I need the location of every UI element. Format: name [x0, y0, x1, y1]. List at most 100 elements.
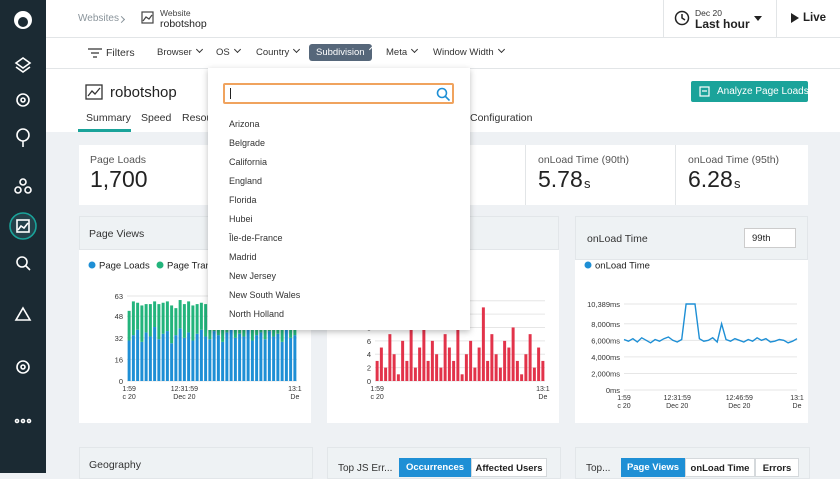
option[interactable]: California [229, 157, 268, 167]
y-tick-label: 4 [367, 350, 371, 359]
legend-label: Page Transitions [167, 261, 238, 272]
bar [174, 335, 178, 381]
bar [233, 337, 237, 381]
y-tick-label: 16 [115, 355, 123, 364]
option[interactable]: North Holland [229, 309, 285, 319]
x-tick-time: 13:1 [790, 395, 804, 402]
tab[interactable]: Speed [141, 112, 172, 124]
y-tick-label: 0 [367, 377, 371, 386]
bar [165, 301, 169, 332]
bar [229, 327, 233, 381]
tab-button[interactable]: Occurrences [399, 458, 471, 477]
bar [375, 360, 379, 381]
panel-title: onLoad Time [587, 233, 648, 245]
bar [136, 302, 140, 330]
x-tick-date: De [290, 394, 299, 401]
stat-value: 5.78 [538, 166, 583, 192]
stat-unit: s [734, 176, 741, 191]
play-icon [791, 13, 799, 23]
tab-button[interactable]: Page Views [621, 458, 685, 477]
bar [195, 333, 199, 381]
errors-title: Top JS Err... [338, 463, 393, 474]
bar [396, 374, 400, 381]
bar [153, 301, 157, 328]
top-title: Top... [586, 463, 611, 474]
bar [528, 334, 532, 381]
bar [153, 327, 157, 381]
x-tick-date: c 20 [617, 403, 630, 410]
bar [422, 300, 426, 381]
search-box[interactable] [223, 83, 454, 104]
y-tick-label: 48 [115, 312, 123, 321]
y-tick-label: 6,000ms [591, 336, 620, 345]
tab-button[interactable]: Errors [755, 458, 799, 477]
y-tick-label: 10,389ms [587, 300, 620, 309]
legend-marker [88, 261, 96, 269]
option[interactable]: New Jersey [229, 271, 277, 281]
y-tick-label: 2 [367, 364, 371, 373]
bar [537, 347, 541, 381]
bar [507, 347, 511, 381]
bar [498, 367, 502, 381]
bar [469, 340, 473, 381]
site-icon [141, 11, 154, 24]
option[interactable]: Belgrade [229, 138, 266, 148]
option[interactable]: Hubei [229, 214, 253, 224]
bar [532, 367, 536, 381]
analyze-label: Analyze Page Loads [717, 86, 809, 97]
bar [409, 327, 413, 381]
bar [276, 333, 280, 381]
tab[interactable]: Summary [86, 112, 131, 124]
option[interactable]: Arizona [229, 119, 260, 129]
bar [174, 308, 178, 336]
bar [272, 336, 276, 381]
bar [405, 360, 409, 381]
bar [238, 333, 242, 381]
bar [178, 328, 182, 381]
bar [511, 327, 515, 381]
bar [161, 333, 165, 381]
option[interactable]: England [229, 176, 263, 186]
filter-item[interactable]: Country [256, 45, 301, 58]
site-name: robotshop [160, 18, 207, 30]
live[interactable]: Live [803, 12, 827, 24]
filter-item[interactable]: Meta [386, 45, 419, 58]
bar [255, 335, 259, 381]
date: Dec 20 [695, 8, 722, 18]
bar [447, 347, 451, 381]
y-tick-label: 2,000ms [591, 369, 620, 378]
filters-label[interactable]: Filters [106, 47, 135, 59]
bar [204, 304, 208, 337]
bar [284, 329, 288, 381]
option[interactable]: Florida [229, 195, 257, 205]
filter-item[interactable]: Window Width [433, 45, 505, 58]
option[interactable]: New South Wales [229, 290, 301, 300]
panel-header [575, 216, 808, 260]
bar [191, 340, 195, 381]
bar [452, 360, 456, 381]
x-tick-date: De [538, 394, 547, 401]
option[interactable]: Madrid [229, 252, 257, 262]
bar [494, 354, 498, 381]
sidebar-icons [9, 11, 37, 424]
bar [187, 301, 191, 333]
x-tick-date: Dec 20 [666, 403, 688, 410]
bar [439, 367, 443, 381]
filter-item[interactable]: OS [216, 45, 241, 58]
tab[interactable]: Configuration [470, 112, 533, 124]
bar [140, 305, 144, 342]
sidebar [0, 0, 46, 473]
filter-item[interactable]: Browser [157, 45, 203, 58]
bar [170, 343, 174, 381]
y-tick-label: 63 [115, 292, 123, 301]
button-icon [699, 86, 710, 97]
date-picker[interactable] [663, 0, 777, 37]
option[interactable]: Île-de-France [229, 233, 283, 243]
filter-item[interactable]: Subdivision [316, 45, 376, 58]
bar [379, 347, 383, 381]
page-icon [85, 84, 103, 100]
breadcrumb[interactable]: Websites [78, 13, 119, 24]
percentile-select[interactable] [744, 228, 796, 248]
filter-active-pill [309, 44, 372, 61]
analyze-button[interactable] [691, 81, 808, 102]
